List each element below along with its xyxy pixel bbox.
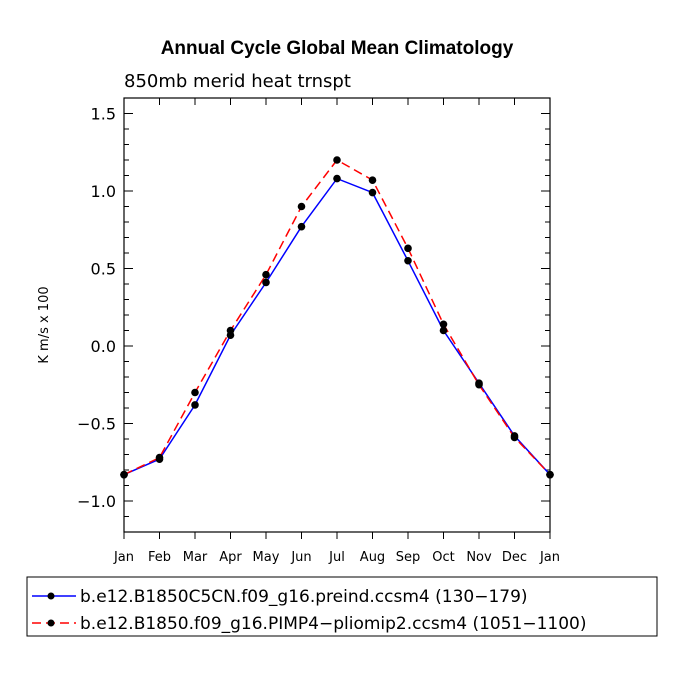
data-point-series-2	[546, 470, 554, 479]
x-tick-label: Sep	[396, 550, 421, 565]
x-tick-labels: Jan Feb Mar Apr May Jun Jul Aug Sep Oct Nov Dec Jan	[113, 550, 560, 565]
data-point-series-2	[510, 433, 519, 442]
legend-marker-series-2	[47, 619, 55, 627]
data-point-series-2	[439, 320, 448, 329]
data-point-series-1	[439, 326, 448, 335]
x-tick-label: Jun	[290, 550, 311, 565]
x-tick-label: Apr	[219, 550, 242, 565]
x-tick-label: Aug	[360, 550, 385, 565]
x-tick-label: Jan	[113, 550, 134, 565]
legend-label-series-2: b.e12.B1850.f09_g16.PIMP4−pliomip2.ccsm4…	[80, 614, 587, 634]
legend: b.e12.B1850C5CN.f09_g16.preind.ccsm4 (13…	[26, 576, 658, 637]
data-point-series-2	[333, 156, 341, 164]
data-point-series-1	[368, 188, 377, 197]
x-tick-label: Jan	[539, 550, 560, 565]
data-point-series-1	[333, 174, 341, 183]
y-tick-label: −1.0	[77, 492, 116, 511]
data-point-series-2	[297, 202, 306, 211]
data-point-series-1	[262, 278, 270, 287]
data-point-series-2	[155, 453, 164, 462]
series-line-1	[123, 177, 551, 476]
axis-ticks	[123, 97, 551, 539]
x-tick-label: Dec	[502, 550, 527, 565]
data-point-series-1	[191, 401, 199, 409]
y-axis-label: K m/s x 100	[37, 286, 52, 363]
y-tick-label: 0.5	[91, 260, 116, 279]
y-tick-labels: −1.0 −0.5 0.0 0.5 1.0 1.5	[77, 105, 116, 512]
y-tick-label: −0.5	[77, 415, 116, 434]
x-tick-label: Oct	[432, 550, 454, 565]
data-point-series-2	[191, 388, 199, 397]
y-tick-label: 0.0	[91, 337, 116, 356]
data-point-series-2	[475, 380, 483, 389]
data-point-series-2	[404, 244, 412, 253]
data-point-series-1	[404, 256, 412, 265]
data-point-series-2	[262, 270, 270, 279]
chart-title: Annual Cycle Global Mean Climatology	[161, 38, 514, 59]
chart-subtitle: 850mb merid heat trnspt	[124, 71, 351, 92]
x-tick-label: Jul	[328, 550, 345, 565]
legend-label-series-1: b.e12.B1850C5CN.f09_g16.preind.ccsm4 (13…	[80, 587, 528, 607]
y-tick-label: 1.0	[91, 182, 116, 201]
x-tick-label: Mar	[183, 550, 208, 565]
y-tick-label: 1.5	[91, 105, 116, 124]
legend-marker-series-1	[47, 592, 55, 600]
series-line-2	[123, 159, 551, 476]
x-tick-label: Feb	[148, 550, 171, 565]
data-point-series-2	[120, 470, 128, 479]
x-tick-label: May	[253, 550, 280, 565]
series-lines	[123, 159, 551, 476]
data-point-series-2	[226, 326, 235, 335]
data-point-series-2	[368, 176, 377, 184]
x-tick-label: Nov	[466, 550, 492, 565]
legend-box	[26, 576, 658, 637]
data-point-series-1	[297, 222, 306, 231]
series-points	[120, 156, 554, 479]
